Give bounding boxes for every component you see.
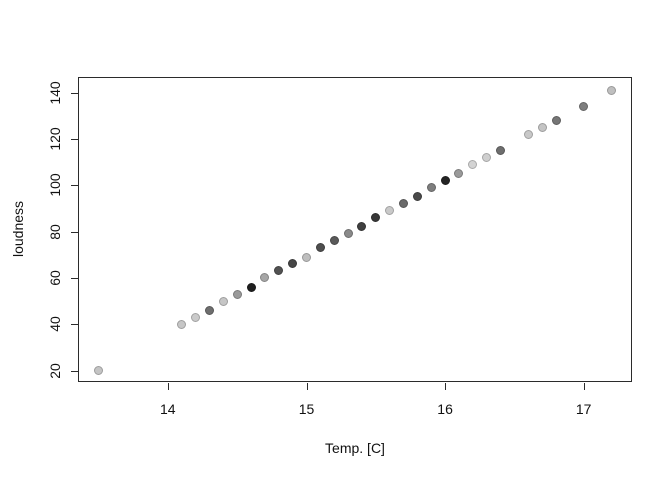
data-point (94, 366, 103, 375)
y-tick-label: 60 (47, 270, 63, 286)
data-point (523, 129, 533, 139)
x-tick-label: 15 (298, 401, 315, 417)
x-tick-label: 17 (575, 401, 592, 417)
data-point (496, 145, 505, 155)
plot-area (78, 77, 632, 382)
data-point (232, 289, 242, 299)
y-tick (71, 277, 78, 279)
data-point (204, 305, 214, 315)
y-tick-label: 120 (47, 127, 63, 151)
data-point (302, 252, 311, 262)
x-tick-label: 14 (160, 401, 176, 417)
y-tick (71, 370, 78, 372)
data-point (288, 259, 298, 269)
data-point (482, 152, 492, 162)
data-point (468, 159, 478, 169)
y-tick-label: 140 (47, 80, 63, 105)
data-point (274, 266, 284, 276)
data-point (191, 312, 201, 322)
data-point (246, 282, 256, 292)
x-tick (445, 383, 447, 390)
data-point (385, 206, 395, 216)
y-tick-label: 40 (47, 316, 63, 332)
x-tick (167, 383, 169, 390)
data-point (315, 243, 325, 253)
data-point (177, 319, 187, 329)
x-tick (583, 383, 585, 390)
y-tick (71, 92, 78, 94)
x-tick-label: 16 (437, 401, 453, 417)
y-tick-label: 20 (47, 362, 63, 379)
y-axis-title: loudness (10, 200, 26, 258)
y-tick-label: 80 (47, 223, 63, 240)
data-point (606, 85, 616, 95)
y-tick (71, 231, 78, 233)
data-point (399, 199, 408, 209)
y-tick (71, 324, 78, 326)
data-point (454, 169, 464, 179)
y-tick (71, 185, 78, 187)
x-axis-title: Temp. [C] (325, 440, 385, 456)
data-point (551, 115, 561, 125)
data-point (329, 236, 339, 246)
x-tick (306, 383, 308, 390)
y-tick (71, 138, 78, 140)
data-point (343, 229, 353, 239)
data-point (579, 101, 589, 111)
data-point (218, 296, 228, 306)
data-point (371, 213, 381, 223)
data-point (537, 122, 547, 132)
data-point (260, 273, 270, 283)
data-point (426, 183, 436, 192)
data-point (357, 222, 367, 232)
data-point (440, 176, 450, 185)
y-tick-label: 100 (47, 173, 63, 197)
data-point (412, 192, 422, 202)
